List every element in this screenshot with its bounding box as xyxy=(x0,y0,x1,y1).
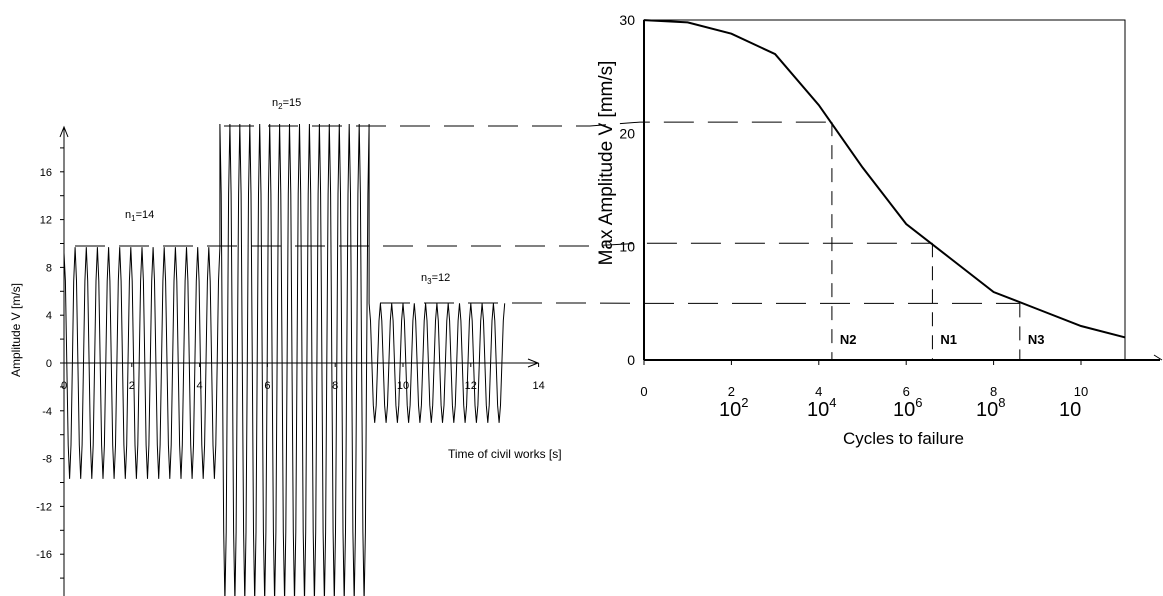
segment-label: n3=12 xyxy=(421,272,450,286)
fatigue-x-arrow xyxy=(1153,354,1163,361)
time-history-x-axis-label: Time of civil works [s] xyxy=(448,447,562,461)
time-history-axes xyxy=(59,125,540,596)
x-tick-label: 14 xyxy=(532,380,544,392)
x-tick-label: 2 xyxy=(728,384,735,399)
power-label: 102 xyxy=(719,395,748,421)
x-tick-label: 6 xyxy=(903,384,910,399)
y-tick-label: 12 xyxy=(40,215,52,227)
segment-label: n2=15 xyxy=(272,97,301,111)
y-tick-label: 0 xyxy=(627,352,635,368)
cycle-markers: N2 N1 N3 xyxy=(831,122,1045,360)
fatigue-plot-frame xyxy=(643,19,1126,361)
fatigue-x-ticks: 0 2 4 6 8 10 xyxy=(640,360,1088,399)
fatigue-axes xyxy=(643,20,1163,361)
time-history-y-axis-label: Amplitude V [m/s] xyxy=(9,283,23,377)
y-tick-label: 4 xyxy=(46,310,52,322)
amplitude-link-lines xyxy=(75,121,1020,304)
segment-label: n1=14 xyxy=(125,209,154,223)
fatigue-x-axis-label: Cycles to failure xyxy=(843,429,964,448)
y-tick-label: 30 xyxy=(619,12,635,28)
y-tick-label: 0 xyxy=(46,358,52,370)
fatigue-curve-chart: 30 20 10 0 0 2 4 6 8 10 102 104 106 108 10 N2 N1 N3 Cy… xyxy=(596,12,1163,448)
x-tick-label: 10 xyxy=(397,380,409,392)
x-tick-label: 8 xyxy=(332,380,338,392)
x-tick-label: 12 xyxy=(465,380,477,392)
y-tick-label: 10 xyxy=(619,239,635,255)
x-tick-label: 10 xyxy=(1074,384,1088,399)
x-tick-label: 4 xyxy=(197,380,203,392)
power-label: 108 xyxy=(976,395,1005,421)
amplitude-connector xyxy=(224,121,832,127)
time-history-y-arrow xyxy=(59,125,69,138)
fatigue-y-axis-label: Max Amplitude V [mm/s] xyxy=(596,61,617,266)
y-tick-label: -8 xyxy=(42,454,52,466)
marker-label: N1 xyxy=(940,332,957,347)
amplitude-signal-line xyxy=(63,123,506,596)
time-history-y-ticks: 16 12 8 4 0 -4 -8 -12 -16 xyxy=(36,147,64,579)
y-tick-label: 8 xyxy=(46,262,52,274)
x-tick-label: 0 xyxy=(640,384,647,399)
y-tick-label: 16 xyxy=(40,167,52,179)
x-tick-label: 8 xyxy=(990,384,997,399)
amplitude-connector xyxy=(75,242,933,247)
power-label: 106 xyxy=(893,395,922,421)
segment-labels: n1=14 n2=15 n3=12 xyxy=(125,97,450,286)
x-tick-label: 4 xyxy=(815,384,822,399)
y-tick-label: -12 xyxy=(36,501,52,513)
y-tick-label: 20 xyxy=(619,125,635,141)
fatigue-curve-line xyxy=(643,19,1125,339)
power-label: 104 xyxy=(807,395,836,421)
x-tick-label: 2 xyxy=(129,380,135,392)
x-tick-label: 0 xyxy=(61,380,67,392)
marker-label: N3 xyxy=(1028,332,1045,347)
marker-label: N2 xyxy=(840,332,857,347)
y-tick-label: -16 xyxy=(36,549,52,561)
power-label: 10 xyxy=(1059,399,1081,421)
time-history-x-arrow xyxy=(527,358,540,368)
fatigue-y-ticks: 30 20 10 0 xyxy=(619,12,635,368)
fatigue-x-power-labels: 102 104 106 108 10 xyxy=(719,395,1081,421)
y-tick-label: -4 xyxy=(42,406,52,418)
